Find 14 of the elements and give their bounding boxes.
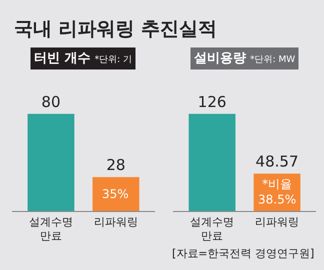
data-label: 80 <box>41 92 61 111</box>
annotation: 35% <box>102 187 129 201</box>
data-label: 28 <box>106 156 126 174</box>
chart-title: 국내 리파워링 추진실적 <box>14 18 218 40</box>
x-tick-label: 리파워링 <box>255 215 300 228</box>
text: [자료=한국전력 경영연구원] <box>172 247 314 260</box>
data-label: 48.57 <box>256 152 299 171</box>
data-label: 126 <box>198 92 226 111</box>
annotation: *비율 38.5% <box>258 177 296 207</box>
x-tick-label: 리파워링 <box>94 215 138 228</box>
chart-subtitle: 터빈 개수 *단위: 기 <box>34 51 132 66</box>
x-tick-label: 설계수명 만료 <box>190 215 234 243</box>
chart-subtitle: 설비용량 *단위: MW <box>194 51 296 66</box>
x-tick-label: 설계수명 만료 <box>28 215 73 243</box>
